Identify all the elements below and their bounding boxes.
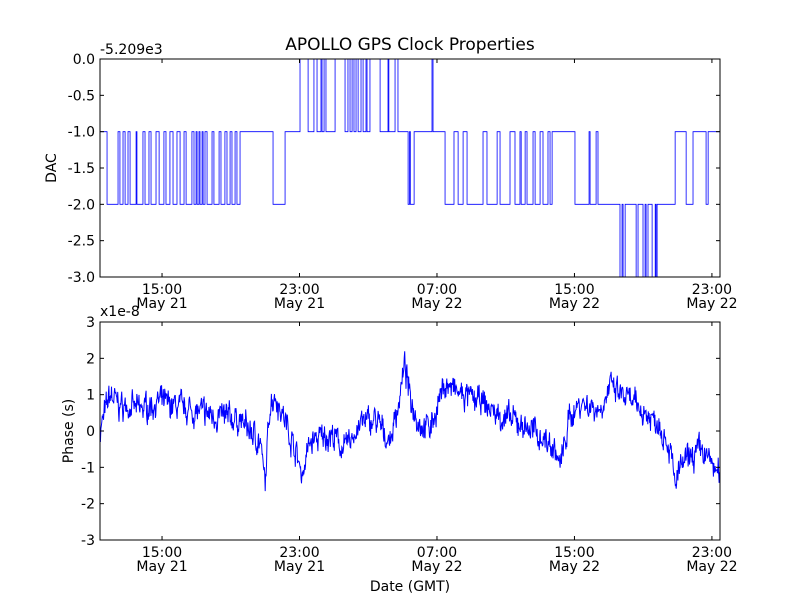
phase-y-axis-label: Phase (s) — [61, 399, 77, 463]
x-tick-time-label: 15:00 — [554, 545, 594, 561]
x-tick-time-label: 23:00 — [692, 545, 732, 561]
y-tick-label: -1 — [81, 460, 95, 476]
y-tick-label: -1.5 — [68, 161, 95, 177]
y-tick-label: -2.5 — [68, 234, 95, 250]
y-tick-label: 2 — [86, 351, 95, 367]
x-tick-date-label: May 22 — [549, 296, 600, 312]
y-tick-label: -2 — [81, 497, 95, 513]
chart-title: APOLLO GPS Clock Properties — [285, 35, 535, 55]
y-tick-label: 3 — [86, 315, 95, 331]
x-tick-date-label: May 22 — [411, 296, 462, 312]
x-tick-time-label: 23:00 — [279, 282, 319, 298]
x-tick-date-label: May 21 — [274, 296, 325, 312]
y-tick-label: 0 — [86, 424, 95, 440]
x-tick-date-label: May 22 — [686, 296, 737, 312]
x-tick-time-label: 15:00 — [142, 545, 182, 561]
dac-series-line — [100, 59, 720, 277]
y-tick-label: -0.5 — [68, 88, 95, 104]
x-tick-date-label: May 22 — [411, 559, 462, 575]
x-tick-time-label: 15:00 — [554, 282, 594, 298]
dac-offset-label: -5.209e3 — [100, 42, 163, 58]
phase-series-line — [100, 351, 720, 492]
y-tick-label: -1.0 — [68, 125, 95, 141]
phase-offset-label: x1e-8 — [100, 304, 140, 320]
x-tick-date-label: May 21 — [136, 296, 187, 312]
x-axis-label: Date (GMT) — [370, 579, 450, 595]
x-tick-time-label: 07:00 — [417, 545, 457, 561]
y-tick-label: 1 — [86, 388, 95, 404]
y-tick-label: -2.0 — [68, 197, 95, 213]
y-tick-label: -3.0 — [68, 270, 95, 286]
x-tick-time-label: 23:00 — [692, 282, 732, 298]
y-tick-label: -3 — [81, 533, 95, 549]
x-tick-date-label: May 22 — [686, 559, 737, 575]
x-tick-time-label: 15:00 — [142, 282, 182, 298]
y-tick-label: 0.0 — [73, 52, 95, 68]
dac-y-axis-label: DAC — [44, 153, 60, 183]
x-tick-date-label: May 22 — [549, 559, 600, 575]
x-tick-time-label: 07:00 — [417, 282, 457, 298]
x-tick-date-label: May 21 — [136, 559, 187, 575]
x-tick-time-label: 23:00 — [279, 545, 319, 561]
x-tick-date-label: May 21 — [274, 559, 325, 575]
